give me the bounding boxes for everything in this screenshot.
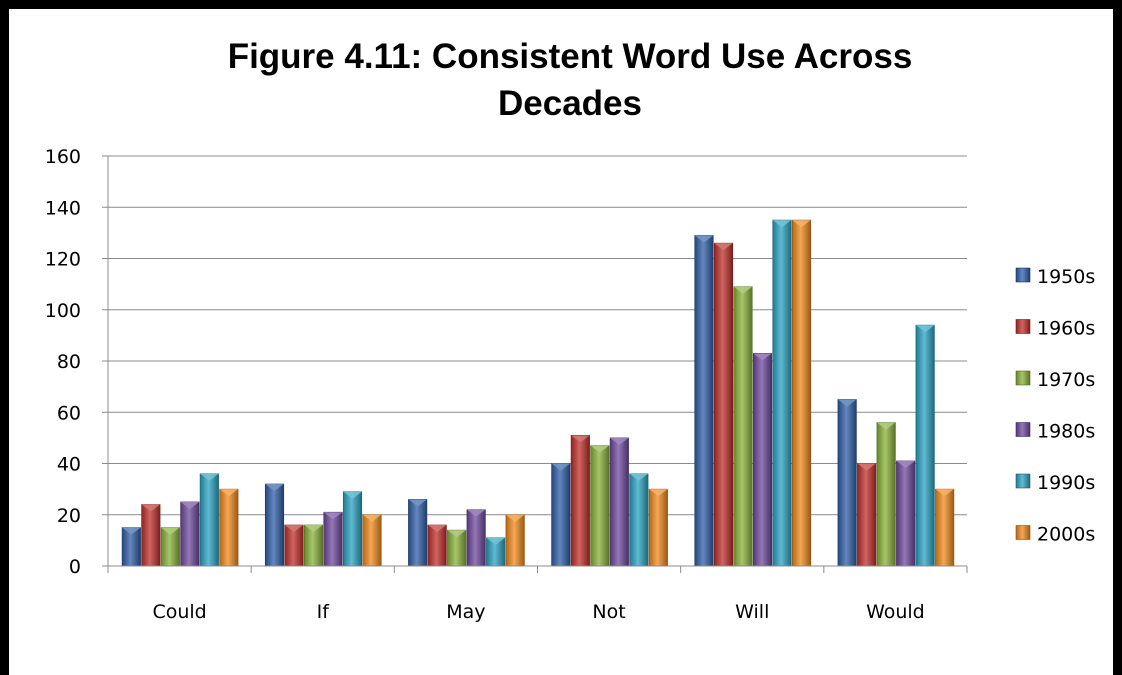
x-category-label: May	[446, 601, 485, 623]
bar-1960s-Will	[713, 242, 734, 567]
legend-label: 1990s	[1037, 472, 1095, 494]
y-tick-label: 140	[45, 197, 81, 219]
bar-top-1950s-Will	[694, 235, 714, 243]
bar-top-2000s-Could	[219, 489, 239, 497]
bar-1970s-Would	[876, 422, 896, 567]
bar-top-1960s-Not	[571, 435, 590, 443]
bar-1970s-Will	[733, 286, 753, 567]
bar-1950s-Will	[694, 235, 714, 567]
bar-1990s-Could	[199, 473, 219, 567]
legend-swatch-1990s	[1015, 473, 1031, 489]
bar-1950s-If	[264, 483, 285, 567]
bar-1980s-Could	[180, 501, 200, 567]
bar-1990s-Not	[629, 473, 649, 567]
legend: 1950s 1960s 1970s 1980s 1990s 2000s	[1015, 266, 1095, 546]
y-tick-label: 160	[45, 146, 81, 168]
x-category-label: Will	[735, 601, 769, 623]
bar-top-1950s-Not	[551, 463, 571, 471]
bar-top-2000s-Would	[935, 489, 954, 497]
legend-swatch-1980s	[1015, 422, 1031, 437]
legend-label: 1960s	[1037, 318, 1095, 340]
bar-top-1990s-Not	[629, 473, 649, 481]
bar-top-1990s-Will	[772, 220, 792, 228]
bar-1980s-May	[466, 509, 486, 567]
bar-1990s-If	[342, 491, 363, 567]
bar-1980s-Will	[752, 353, 773, 567]
bar-1960s-Would	[857, 463, 877, 567]
bar-1990s-Will	[772, 219, 792, 567]
bar-top-1990s-Could	[200, 473, 219, 481]
y-tick-label: 20	[57, 505, 81, 527]
bar-1980s-Would	[896, 460, 916, 567]
bar-top-1990s-If	[343, 491, 362, 499]
bar-1950s-May	[408, 499, 428, 567]
y-tick-label: 0	[69, 556, 81, 578]
bar-2000s-Not	[648, 488, 668, 567]
bar-top-1980s-Will	[753, 353, 772, 361]
bars	[121, 219, 955, 567]
x-category-label: If	[317, 601, 331, 623]
bar-1950s-Not	[551, 463, 571, 567]
bar-top-2000s-Will	[792, 220, 811, 228]
bar-1950s-Would	[837, 399, 857, 567]
bar-top-1960s-Could	[141, 504, 161, 512]
bar-1980s-If	[323, 511, 343, 567]
bar-2000s-If	[362, 514, 382, 567]
bar-top-1970s-May	[447, 530, 466, 538]
bar-top-1980s-If	[323, 512, 343, 520]
bar-2000s-Could	[219, 488, 239, 567]
legend-label: 1950s	[1037, 266, 1095, 288]
chart-title-line-2: Decades	[498, 84, 642, 123]
y-tick-label: 100	[45, 300, 81, 322]
bar-top-1960s-May	[427, 525, 447, 532]
bar-top-1950s-Would	[837, 399, 857, 407]
bar-1960s-Not	[570, 435, 590, 567]
bar-top-1990s-May	[486, 537, 505, 545]
bar-top-2000s-May	[505, 514, 525, 522]
x-axis: Could If May Not Will Would	[107, 565, 968, 623]
bar-top-1960s-If	[284, 525, 304, 532]
legend-swatch-1970s	[1015, 370, 1031, 386]
bar-top-1970s-Not	[590, 445, 610, 453]
legend-label: 1970s	[1037, 369, 1095, 391]
legend-swatch-2000s	[1015, 525, 1031, 540]
bar-1970s-Not	[590, 445, 610, 567]
x-category-label: Would	[866, 601, 925, 623]
bar-2000s-May	[505, 514, 525, 567]
bar-top-1970s-Could	[161, 527, 180, 535]
legend-swatch-1960s	[1015, 319, 1031, 334]
legend-label: 1980s	[1037, 421, 1095, 443]
bar-1980s-Not	[609, 437, 629, 567]
legend-label: 2000s	[1037, 524, 1095, 546]
bar-1960s-Could	[141, 504, 161, 567]
bar-2000s-Will	[791, 219, 812, 567]
bar-top-1950s-Could	[122, 527, 141, 535]
x-category-label: Not	[592, 601, 625, 623]
x-category-label: Could	[152, 601, 206, 623]
y-tick-label: 120	[45, 249, 81, 271]
bar-top-1980s-Could	[180, 501, 200, 509]
y-tick-label: 60	[57, 402, 81, 424]
legend-swatch-1950s	[1015, 267, 1031, 283]
bar-top-1970s-Would	[876, 422, 896, 430]
bar-top-1950s-If	[265, 484, 284, 491]
bar-top-2000s-Not	[649, 489, 668, 497]
bar-top-1970s-If	[304, 525, 323, 532]
bar-top-1980s-Would	[896, 460, 915, 468]
y-axis-ticks: 0 20 40 60 80 100 120 140 160	[45, 146, 81, 578]
bar-top-1980s-May	[466, 509, 486, 517]
y-tick-label: 40	[57, 454, 81, 476]
bar-top-1950s-May	[408, 499, 427, 507]
bar-top-1970s-Will	[733, 286, 753, 294]
bar-top-2000s-If	[362, 514, 382, 522]
y-tick-label: 80	[57, 351, 81, 373]
chart-title-line-1: Figure 4.11: Consistent Word Use Across	[227, 37, 913, 76]
bar-top-1990s-Would	[915, 325, 935, 333]
bar-top-1960s-Will	[714, 243, 733, 251]
bar-1990s-Would	[915, 324, 935, 567]
bar-2000s-Would	[935, 488, 955, 567]
bar-top-1980s-Not	[610, 437, 629, 445]
bar-top-1960s-Would	[857, 463, 876, 471]
